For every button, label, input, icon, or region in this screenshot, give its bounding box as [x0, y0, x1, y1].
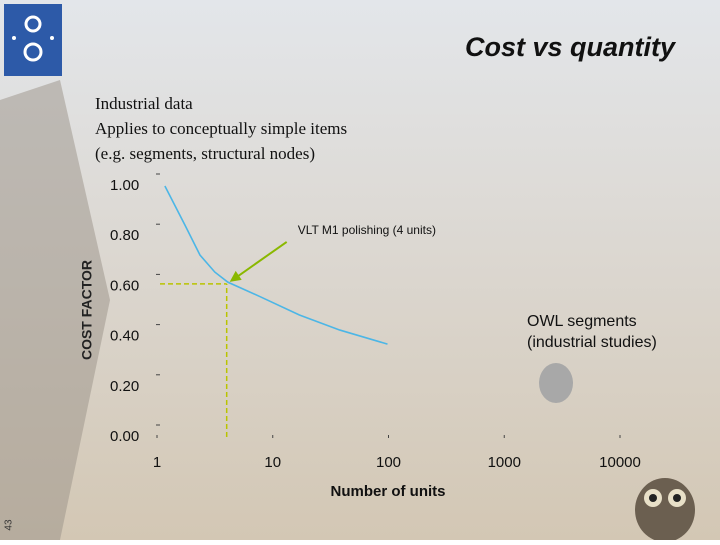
y-axis-label: COST FACTOR — [79, 260, 95, 360]
x-axis-label: Number of units — [331, 483, 446, 500]
x-tick-label: 1 — [153, 454, 161, 471]
note-line: (e.g. segments, structural nodes) — [95, 144, 315, 163]
x-tick-label: 10 — [264, 454, 281, 471]
cost-curve — [164, 185, 388, 345]
annotation-text: VLT M1 polishing (4 units) — [298, 223, 436, 237]
point-label: (industrial studies) — [527, 334, 657, 351]
annotation-arrow — [232, 241, 288, 281]
annotation-arrowhead — [229, 270, 242, 282]
note-line: Applies to conceptually simple items — [95, 119, 347, 138]
slide-number: 43 — [4, 519, 15, 531]
eso-logo — [4, 4, 62, 76]
point-label: OWL segments — [527, 313, 637, 330]
x-tick-label: 10000 — [599, 454, 641, 471]
y-tick-label: 0.80 — [110, 227, 139, 244]
y-tick-label: 0.20 — [110, 378, 139, 395]
y-tick-label: 0.40 — [110, 328, 139, 345]
y-tick-label: 0.60 — [110, 277, 139, 294]
title: Cost vs quantity — [465, 32, 677, 62]
note-line: Industrial data — [95, 94, 193, 113]
telescope-structure — [0, 80, 110, 540]
x-tick-label: 1000 — [488, 454, 521, 471]
y-tick-label: 1.00 — [110, 177, 139, 194]
y-tick-label: 0.00 — [110, 428, 139, 445]
owl-point — [539, 363, 574, 404]
x-tick-label: 100 — [376, 454, 401, 471]
owl-image — [635, 478, 695, 542]
